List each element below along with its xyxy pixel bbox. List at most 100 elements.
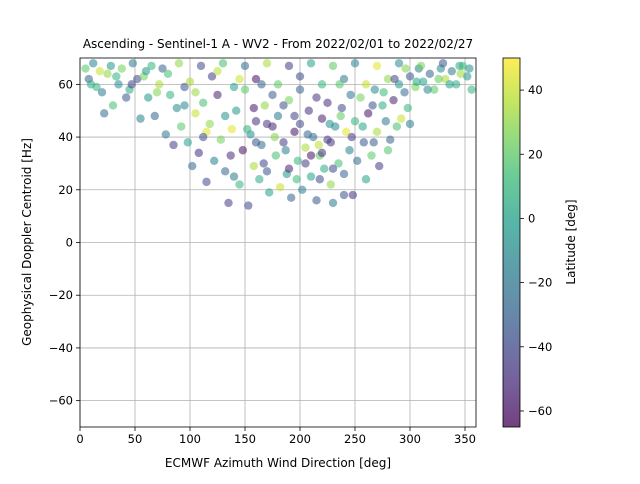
data-point (361, 175, 371, 184)
data-point (326, 180, 335, 189)
data-point (243, 124, 252, 134)
data-point (386, 135, 395, 144)
x-tick-label: 350 (454, 432, 476, 446)
data-point (161, 130, 170, 139)
data-point (147, 61, 156, 71)
data-point (270, 132, 279, 142)
data-point (334, 159, 343, 168)
data-point (350, 59, 360, 68)
colorbar-tick-label: −20 (528, 276, 552, 290)
data-point (367, 151, 376, 160)
data-point (191, 109, 200, 118)
y-tick-label: −40 (49, 341, 73, 355)
data-point (229, 172, 239, 181)
colorbar-tick-label: 0 (528, 211, 535, 225)
data-point (314, 140, 323, 150)
chart-title: Ascending - Sentinel-1 A - WV2 - From 20… (83, 37, 473, 51)
x-tick-label: 50 (128, 432, 143, 446)
data-point (465, 64, 474, 73)
data-point (368, 101, 377, 110)
data-point (273, 111, 283, 121)
data-point (339, 190, 349, 200)
data-point (295, 72, 305, 81)
data-point (434, 74, 443, 84)
data-point (144, 93, 153, 102)
data-point (379, 88, 388, 97)
data-point (416, 61, 426, 71)
data-point (244, 201, 253, 210)
data-point (452, 80, 461, 89)
data-point (210, 156, 219, 165)
data-point (345, 146, 354, 155)
colorbar-tick-label: −40 (528, 340, 552, 354)
x-tick-label: 150 (234, 432, 256, 446)
data-point (281, 146, 290, 155)
data-point (298, 185, 307, 194)
data-point (235, 180, 244, 189)
data-point (183, 138, 192, 147)
colorbar-ticks: 40 20 0 −20 −40 −60 (520, 83, 552, 418)
data-point (405, 119, 415, 129)
data-point (447, 66, 456, 76)
data-point (205, 119, 214, 129)
y-tick-label: 0 (66, 236, 73, 250)
data-point (174, 59, 184, 68)
data-point (271, 151, 280, 160)
x-tick-label: 100 (179, 432, 201, 446)
data-point (81, 64, 90, 73)
data-point (112, 72, 121, 81)
data-point (359, 138, 368, 147)
data-point (180, 101, 189, 110)
data-point (238, 146, 247, 155)
data-point (315, 175, 324, 184)
data-point (221, 167, 230, 176)
data-point (235, 74, 244, 84)
data-point (122, 93, 131, 102)
data-point (293, 156, 302, 165)
data-point (304, 106, 313, 115)
data-point (257, 80, 266, 89)
data-point (262, 59, 272, 68)
y-tick-label: −60 (49, 394, 73, 408)
data-point (312, 93, 321, 102)
data-point (276, 182, 285, 192)
data-point (279, 101, 288, 110)
data-point (251, 138, 261, 147)
data-point (216, 135, 225, 144)
x-axis-label: ECMWF Azimuth Wind Direction [deg] (165, 456, 391, 470)
data-point (114, 80, 123, 89)
data-point (430, 85, 439, 94)
data-point (136, 114, 145, 123)
data-point (358, 122, 367, 131)
data-point (273, 80, 283, 89)
data-point (295, 119, 305, 129)
colorbar-tick-label: 20 (528, 147, 543, 161)
data-point (347, 132, 356, 142)
y-tick-label: 20 (58, 183, 73, 197)
data-point (265, 188, 274, 197)
y-axis-ticks: −60 −40 −20 0 20 40 60 (49, 77, 80, 408)
data-point (390, 74, 399, 84)
data-point (117, 64, 127, 73)
data-point (325, 119, 334, 129)
data-point (326, 138, 335, 147)
data-point (251, 74, 261, 84)
data-point (419, 77, 428, 86)
data-point (312, 196, 321, 205)
data-point (95, 66, 105, 76)
data-point (251, 117, 261, 126)
data-point (394, 59, 404, 68)
colorbar-gradient (503, 58, 520, 427)
data-point (342, 127, 351, 136)
y-tick-label: −20 (49, 288, 73, 302)
data-point (284, 95, 294, 105)
data-point (185, 77, 195, 86)
data-point (378, 101, 387, 110)
y-tick-label: 40 (58, 130, 73, 144)
data-point (240, 61, 250, 71)
data-point (369, 138, 378, 147)
data-point (401, 64, 410, 73)
data-point (423, 85, 432, 94)
